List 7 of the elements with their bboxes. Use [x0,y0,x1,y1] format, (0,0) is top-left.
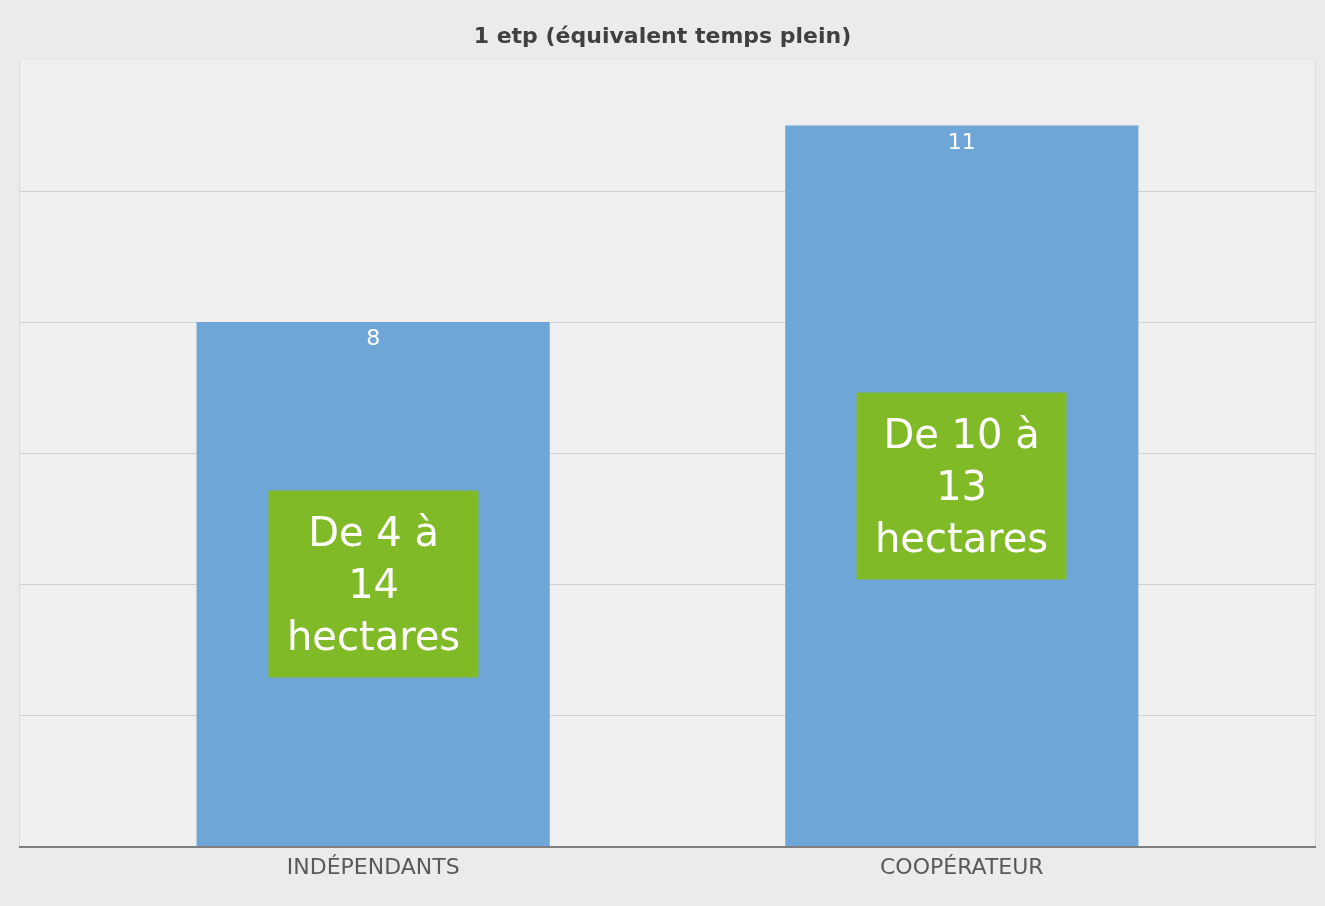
x-tick-label: INDÉPENDANTS [286,854,460,880]
x-tick-label: COOPÉRATEUR [880,854,1044,880]
chart-title: 1 etp (équivalent temps plein) [473,22,852,48]
data-label: 11 [947,128,976,154]
data-label: 8 [366,325,381,350]
annotation: De 10 à 13 hectares [875,411,1049,561]
annotation: De 4 à 14 hectares [287,509,461,659]
